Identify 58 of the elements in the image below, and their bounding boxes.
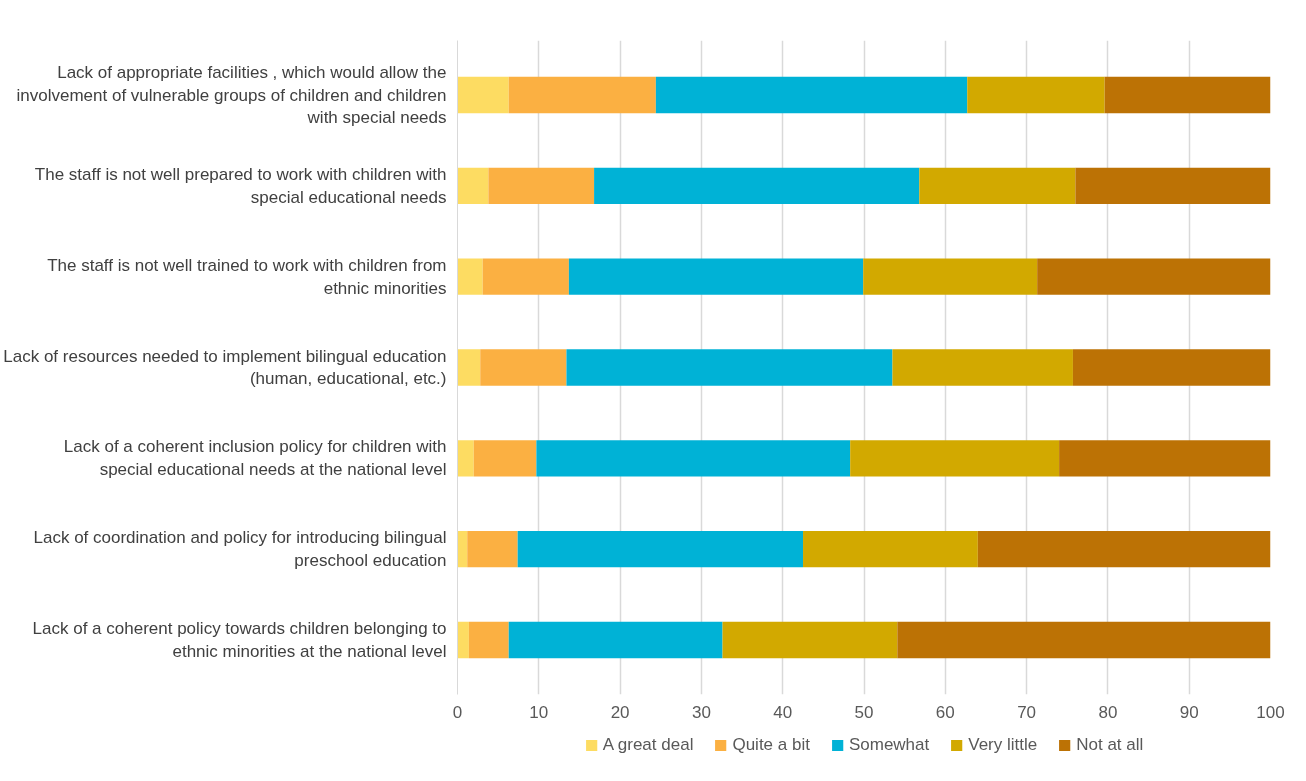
bar: [892, 349, 1073, 386]
bar: [482, 258, 569, 295]
bar: [480, 349, 567, 386]
bar: [850, 440, 1060, 477]
y-tick-label: Lack of resources needed to implement bilingual education (human, educational, etc.): [3, 346, 447, 389]
bar: [977, 531, 1271, 568]
bar: [457, 440, 474, 477]
bar: [1037, 258, 1271, 295]
bar: [457, 531, 468, 568]
bar: [655, 76, 968, 114]
x-tick-label: 0: [452, 702, 463, 722]
bar: [1075, 167, 1271, 204]
bar: [467, 531, 518, 568]
x-tick-label: 10: [529, 702, 549, 722]
legend-label: Somewhat: [848, 735, 930, 755]
legend-label: A great deal: [602, 735, 694, 755]
x-tick-label: 20: [610, 702, 630, 722]
x-tick-label: 50: [854, 702, 874, 722]
bar: [1072, 349, 1271, 386]
bar: [1059, 440, 1271, 477]
bar: [967, 76, 1105, 114]
y-tick-label: Lack of appropriate facilities , which would allow the involvement of vulnerable groups of children and children with special needs: [16, 62, 447, 128]
x-tick-label: 60: [935, 702, 955, 722]
x-tick-label: 40: [773, 702, 793, 722]
x-tick-label: 100: [1256, 702, 1285, 722]
bar: [722, 621, 898, 659]
bar: [863, 258, 1038, 295]
bar: [1104, 76, 1271, 114]
x-tick-label: 90: [1179, 702, 1199, 722]
bar: [468, 621, 509, 659]
y-tick-label: The staff is not well prepared to work with children with special educational needs: [34, 164, 447, 207]
bar: [594, 167, 920, 204]
x-tick-label: 30: [691, 702, 711, 722]
bar: [517, 531, 804, 568]
bar: [568, 258, 864, 295]
bar: [508, 76, 656, 114]
bar: [536, 440, 851, 477]
bar: [457, 167, 489, 204]
bar: [566, 349, 893, 386]
legend-label: Quite a bit: [732, 735, 810, 755]
legend-label: Not at all: [1076, 735, 1144, 755]
y-tick-label: Lack of coordination and policy for introducing bilingual preschool education: [33, 528, 447, 571]
x-tick-label: 80: [1098, 702, 1118, 722]
bar: [473, 440, 537, 477]
legend-label: Very little: [968, 735, 1038, 755]
bar: [457, 258, 483, 295]
y-tick-label: Lack of a coherent policy towards children belonging to ethnic minorities at the national level: [32, 619, 447, 661]
x-tick-label: 70: [1017, 702, 1037, 722]
bar: [897, 621, 1271, 659]
y-tick-label: Lack of a coherent inclusion policy for children with special educational needs at the national level: [63, 437, 447, 480]
bar: [508, 621, 723, 659]
bar: [488, 167, 595, 204]
bar: [457, 621, 469, 659]
bar: [457, 76, 509, 114]
y-tick-label: The staff is not well trained to work with children from ethnic minorities: [47, 255, 447, 298]
bar: [803, 531, 978, 568]
bar: [919, 167, 1076, 204]
bar: [457, 349, 481, 386]
